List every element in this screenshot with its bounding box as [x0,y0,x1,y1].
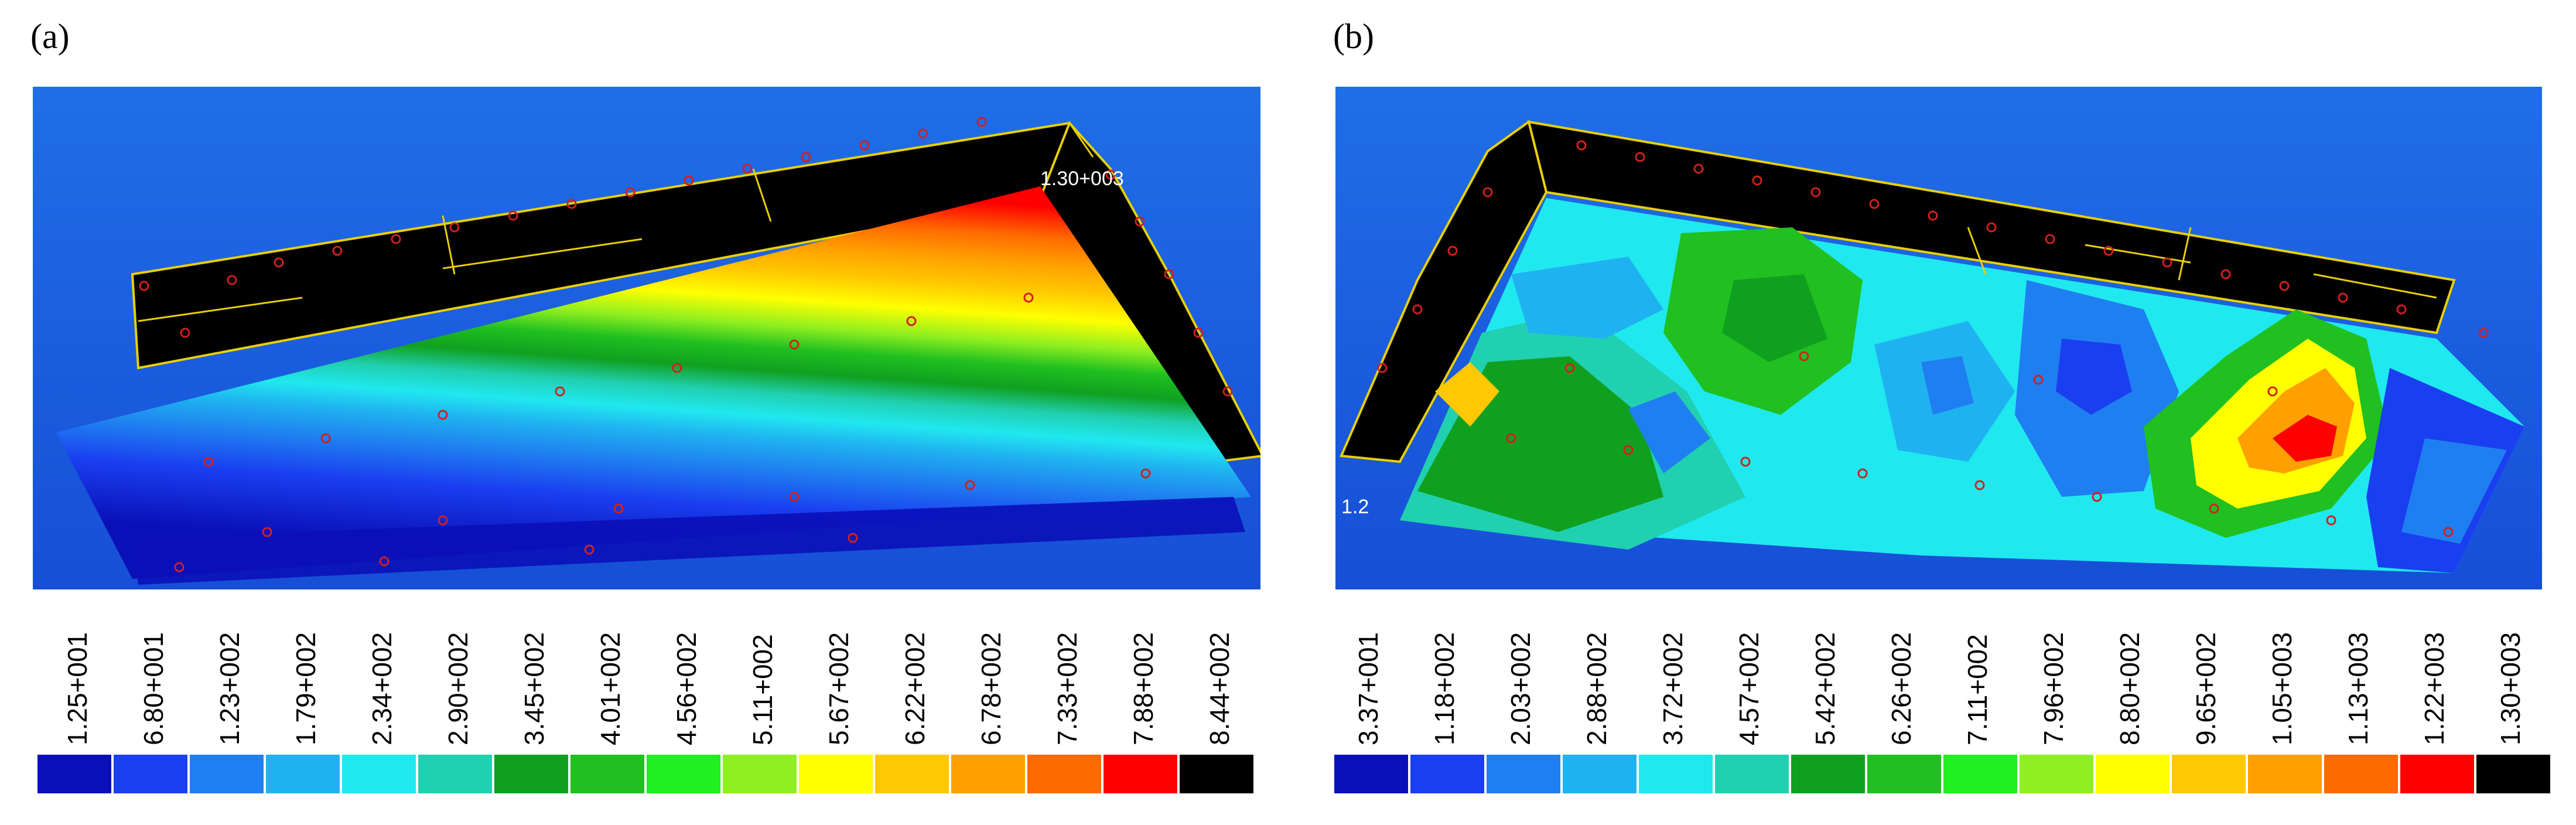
legend-swatch [2095,754,2171,795]
legend-tick: 6.26+002 [1886,632,1916,745]
legend-swatch [1409,754,1485,795]
legend-tick: 8.44+002 [1204,632,1235,745]
legend-tick: 1.18+002 [1429,632,1460,745]
legend-swatch [1942,754,2018,795]
legend-swatch [1333,754,1409,795]
legend-tick: 1.23+002 [214,632,245,745]
panel-a-contour-surface [56,186,1251,579]
legend-tick: 1.79+002 [291,632,321,745]
legend-swatch [1485,754,1562,795]
legend-tick: 2.03+002 [1505,632,1536,745]
legend-tick: 9.65+002 [2191,632,2221,745]
legend-tick: 5.11+002 [747,634,778,745]
legend-tick: 3.45+002 [519,632,549,745]
legend-tick: 2.90+002 [443,632,473,745]
legend-tick: 4.56+002 [671,632,702,745]
legend-tick: 1.22+003 [2419,632,2449,745]
legend-tick: 4.57+002 [1734,632,1764,745]
legend-tick: 6.80+001 [138,632,169,745]
panel-b-contour-plot: 1.2 [1340,120,2524,573]
legend-swatch [2171,754,2247,795]
legend-tick: 7.88+002 [1128,632,1159,745]
panel-b-contour-regions [1400,227,2524,573]
legend-swatch [2399,754,2475,795]
legend-tick: 4.01+002 [595,632,626,745]
legend-swatch [569,754,645,795]
legend-tick: 6.78+002 [976,632,1006,745]
legend-swatch [1790,754,1866,795]
panel-a-overlay-value: 1.30+003 [1040,168,1124,190]
legend-tick: 2.88+002 [1581,632,1612,745]
legend-swatch [645,754,722,795]
legend-swatch [2018,754,2095,795]
panel-a-mesh-lines [138,122,1094,322]
legend-tick: 7.11+002 [1962,634,1993,745]
legend-swatch [493,754,569,795]
legend-swatch [341,754,417,795]
legend-swatch [2247,754,2323,795]
panel-b-mesh-lines [1967,227,2437,299]
panel-a-node-markers [139,117,1233,572]
legend-swatch [265,754,341,795]
legend-tick: 8.80+002 [2114,632,2145,745]
legend-tick: 6.22+002 [900,632,930,745]
legend-swatch [189,754,265,795]
legend-swatch [874,754,950,795]
panel-a-label: (a) [30,17,70,56]
legend-swatch [1714,754,1790,795]
legend-swatch [417,754,493,795]
legend-swatch [1638,754,1714,795]
legend-swatch [722,754,798,795]
panel-b-shell-left [1340,120,1548,463]
panel-a-legend: 1.25+001 6.80+001 1.23+002 1.79+002 2.34… [33,596,1260,819]
legend-tick: 2.34+002 [367,632,397,745]
legend-swatch [798,754,874,795]
panel-b-legend: 3.37+001 1.18+002 2.03+002 2.88+002 3.72… [1333,596,2563,819]
legend-swatch [1026,754,1102,795]
legend-swatch [950,754,1026,795]
legend-swatch [1178,754,1255,795]
legend-swatch [1102,754,1178,795]
legend-tick: 1.05+003 [2267,632,2297,745]
legend-tick: 1.30+003 [2495,632,2526,745]
legend-swatch [1866,754,1942,795]
panel-b-contour-view: 1.2 [1335,87,2542,589]
legend-tick: 5.42+002 [1810,632,1840,745]
panel-a-contour-plot: 1.30+003 [56,117,1260,585]
legend-tick: 3.37+001 [1353,632,1383,745]
panel-a-lower-band [132,497,1245,585]
legend-swatch [1562,754,1638,795]
panel-b-node-markers [1377,140,2489,537]
panel-b-label: (b) [1333,17,1374,56]
panel-b-overlay-value: 1.2 [1341,496,1369,518]
legend-swatch [2475,754,2551,795]
legend-tick: 7.96+002 [2038,632,2069,745]
legend-tick: 3.72+002 [1658,632,1688,745]
legend-swatch [36,754,112,795]
legend-tick: 1.13+003 [2343,632,2373,745]
legend-tick: 5.67+002 [824,632,854,745]
legend-swatch [112,754,189,795]
legend-tick: 7.33+002 [1052,632,1082,745]
legend-tick: 1.25+001 [62,632,93,745]
legend-swatch [2323,754,2399,795]
panel-a-contour-view: 1.30+003 [33,87,1260,589]
